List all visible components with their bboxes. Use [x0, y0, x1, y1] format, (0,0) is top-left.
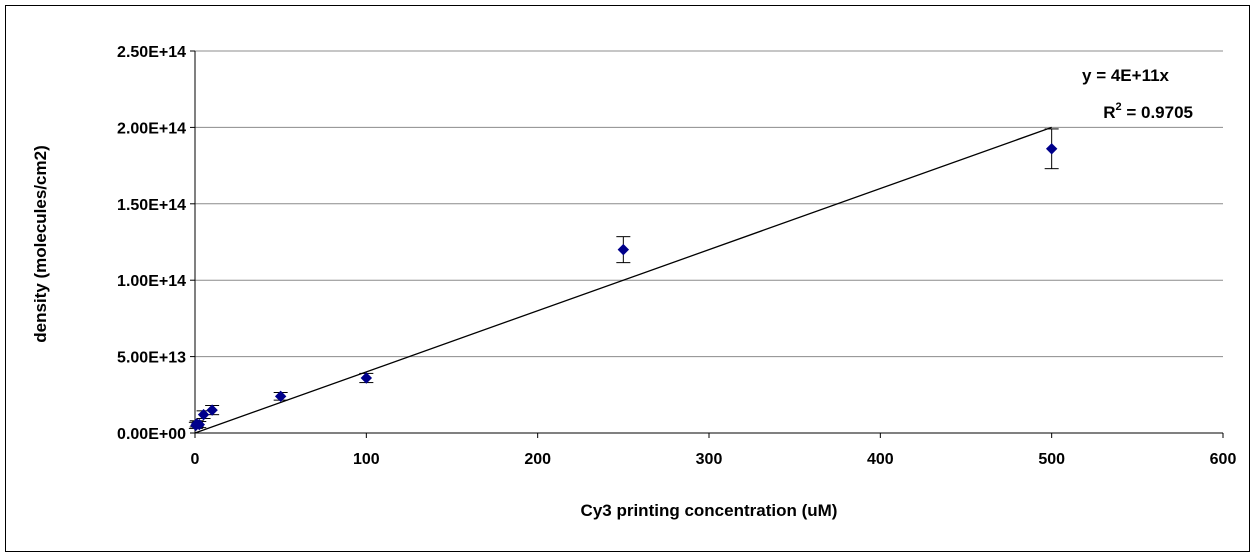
scatter-chart: 0.00E+00 5.00E+13 1.00E+14 1.50E+14 2.00E+14… — [31, 44, 1237, 520]
x-tick-label: 600 — [1210, 451, 1237, 468]
data-point — [274, 390, 287, 403]
x-tick-label: 0 — [191, 451, 200, 468]
y-tick-label: 5.00E+13 — [117, 350, 186, 367]
trendline — [194, 126, 1052, 434]
data-point — [206, 404, 218, 416]
data-point — [1045, 143, 1058, 155]
data-point — [617, 243, 630, 256]
data-point — [193, 418, 205, 431]
x-tick-label: 500 — [1038, 451, 1065, 468]
data-point — [360, 372, 373, 384]
y-axis-title: density (molecules/cm2) — [31, 145, 50, 342]
trendline-layer — [194, 126, 1052, 434]
y-tick-label: 0.00E+00 — [117, 426, 186, 443]
gridlines — [195, 50, 1223, 358]
x-tick-label: 200 — [524, 451, 551, 468]
x-tick-label: 400 — [867, 451, 894, 468]
r-squared-prefix: R — [1103, 103, 1115, 122]
y-tick-labels: 0.00E+00 5.00E+13 1.00E+14 1.50E+14 2.00E+14… — [117, 44, 186, 443]
x-tick-label: 100 — [353, 451, 380, 468]
y-tick-label: 2.50E+14 — [117, 44, 186, 61]
y-tick-label: 1.50E+14 — [117, 197, 186, 214]
chart-frame: 0.00E+00 5.00E+13 1.00E+14 1.50E+14 2.00E+14… — [5, 5, 1250, 552]
data-points — [190, 143, 1058, 432]
r-squared-value: = 0.9705 — [1122, 103, 1193, 122]
r-squared-label: R2 = 0.9705 — [1103, 101, 1193, 122]
r-squared-exponent: 2 — [1116, 101, 1122, 113]
error-bars — [188, 128, 1059, 429]
x-tick-labels: 0 100 200 300 400 500 600 — [191, 451, 1237, 468]
axes — [190, 50, 1224, 438]
y-tick-label: 2.00E+14 — [117, 120, 186, 137]
x-axis-title: Cy3 printing concentration (uM) — [581, 501, 838, 520]
trendline-equation: y = 4E+11x — [1082, 66, 1170, 85]
data-point — [197, 408, 210, 421]
x-tick-label: 300 — [696, 451, 723, 468]
y-tick-label: 1.00E+14 — [117, 273, 186, 290]
